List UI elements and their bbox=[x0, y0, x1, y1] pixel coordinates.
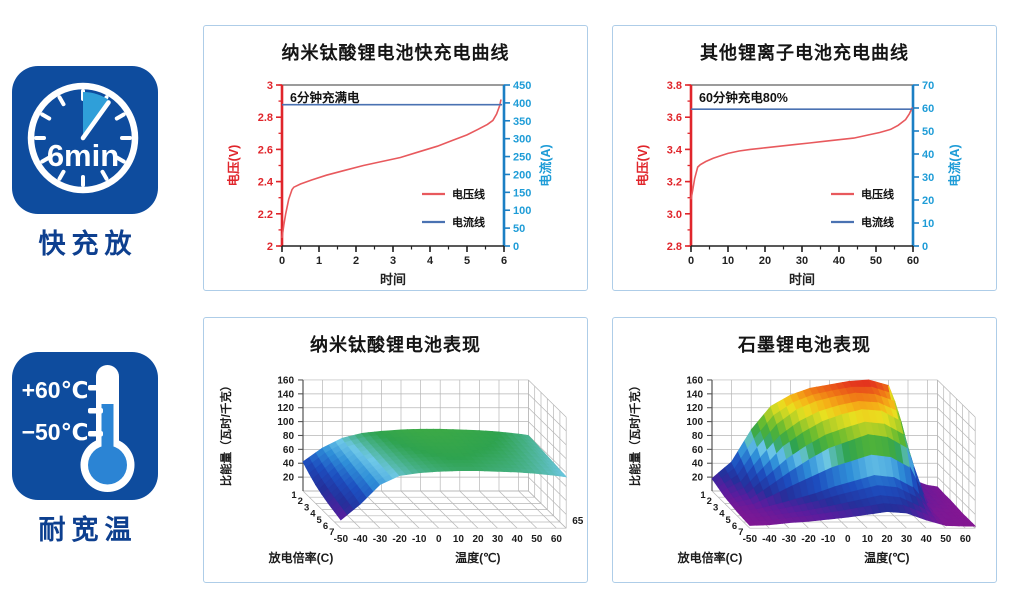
svg-text:300: 300 bbox=[513, 134, 531, 146]
svg-text:0: 0 bbox=[688, 255, 694, 267]
chart-title: 纳米钛酸锂电池表现 bbox=[310, 335, 481, 355]
svg-text:200: 200 bbox=[513, 169, 531, 181]
temp-high-text: +60℃ bbox=[22, 377, 89, 403]
svg-text:30: 30 bbox=[796, 255, 808, 267]
svg-text:6: 6 bbox=[501, 255, 507, 267]
svg-text:电压(V): 电压(V) bbox=[635, 145, 650, 187]
svg-text:20: 20 bbox=[759, 255, 771, 267]
chart-title: 其他锂离子电池充电曲线 bbox=[700, 43, 909, 63]
clock-hand bbox=[80, 100, 111, 141]
svg-text:2.6: 2.6 bbox=[258, 144, 273, 156]
svg-text:400: 400 bbox=[513, 98, 531, 110]
svg-text:6分钟充满电: 6分钟充满电 bbox=[290, 90, 360, 105]
surface-plot-canvas bbox=[613, 318, 996, 582]
wide-temp-badge: +60℃ −50℃ bbox=[12, 352, 158, 500]
svg-text:0: 0 bbox=[513, 241, 519, 253]
svg-text:时间: 时间 bbox=[380, 272, 406, 287]
temp-low-text: −50℃ bbox=[22, 419, 89, 445]
surface-chart-graphite bbox=[613, 318, 996, 582]
svg-text:2.8: 2.8 bbox=[258, 112, 273, 124]
svg-text:3: 3 bbox=[390, 255, 396, 267]
svg-text:1: 1 bbox=[316, 255, 322, 267]
svg-text:450: 450 bbox=[513, 80, 531, 92]
line-chart-other-li: 2.8 3.0 3.2 3.4 3.6 3.8 0 10 20 30 40 50 60 70 0 10 20 30… bbox=[613, 26, 996, 290]
chart-title: 石墨锂电池表现 bbox=[738, 335, 871, 355]
chart-panel-lto-performance: 纳米钛酸锂电池表现 bbox=[203, 317, 588, 583]
svg-text:电压(V): 电压(V) bbox=[226, 145, 241, 187]
svg-text:时间: 时间 bbox=[789, 272, 815, 287]
svg-text:150: 150 bbox=[513, 187, 531, 199]
clock-minutes-text: 6min bbox=[47, 138, 119, 173]
svg-text:50: 50 bbox=[870, 255, 882, 267]
svg-text:3.0: 3.0 bbox=[667, 209, 682, 221]
fast-charge-label: 快充放 bbox=[38, 229, 138, 259]
svg-text:电流线: 电流线 bbox=[861, 215, 894, 229]
svg-text:电压线: 电压线 bbox=[861, 187, 894, 201]
chart-title: 纳米钛酸锂电池快充电曲线 bbox=[281, 43, 510, 63]
svg-text:100: 100 bbox=[513, 205, 531, 217]
chart-panel-lto-charging: 2 2.2 2.4 2.6 2.8 3 0 50 100 150 200 250 300 350 400 45… bbox=[203, 25, 588, 291]
svg-text:10: 10 bbox=[922, 218, 934, 230]
line-chart-svg: 2.8 3.0 3.2 3.4 3.6 3.8 0 10 20 30 40 50 60 70 0 10 20 30… bbox=[635, 80, 962, 287]
svg-text:40: 40 bbox=[922, 149, 934, 161]
svg-text:50: 50 bbox=[922, 126, 934, 138]
svg-text:60: 60 bbox=[922, 103, 934, 115]
svg-text:3: 3 bbox=[267, 80, 273, 92]
svg-text:30: 30 bbox=[922, 172, 934, 184]
svg-text:电压线: 电压线 bbox=[452, 187, 485, 201]
svg-text:10: 10 bbox=[722, 255, 734, 267]
svg-text:40: 40 bbox=[833, 255, 845, 267]
svg-text:350: 350 bbox=[513, 116, 531, 128]
svg-text:2: 2 bbox=[267, 241, 273, 253]
svg-text:3.2: 3.2 bbox=[667, 177, 682, 189]
line-chart-svg: 22.22.42.62.8305010015020025030035040045… bbox=[226, 80, 553, 287]
svg-text:电流(A): 电流(A) bbox=[538, 144, 553, 186]
svg-text:70: 70 bbox=[922, 80, 934, 92]
svg-text:60分钟充电80%: 60分钟充电80% bbox=[699, 90, 788, 105]
chart-panel-graphite-performance: 石墨锂电池表现 bbox=[612, 317, 997, 583]
thermometer-icon bbox=[80, 365, 135, 492]
svg-text:2.4: 2.4 bbox=[258, 177, 274, 189]
svg-text:电流(A): 电流(A) bbox=[947, 144, 962, 186]
svg-text:0: 0 bbox=[279, 255, 285, 267]
fast-charge-badge: 6min bbox=[12, 66, 158, 214]
svg-text:2: 2 bbox=[353, 255, 359, 267]
svg-text:4: 4 bbox=[427, 255, 434, 267]
svg-text:3.4: 3.4 bbox=[667, 144, 683, 156]
surface-plot-canvas bbox=[204, 318, 587, 582]
svg-text:60: 60 bbox=[907, 255, 919, 267]
chart-panel-other-li-charging: 2.8 3.0 3.2 3.4 3.6 3.8 0 10 20 30 40 50 60 70 0 10 20 30… bbox=[612, 25, 997, 291]
svg-text:2.8: 2.8 bbox=[667, 241, 682, 253]
wide-temp-label: 耐宽温 bbox=[38, 515, 138, 545]
svg-text:2.2: 2.2 bbox=[258, 209, 273, 221]
svg-text:20: 20 bbox=[922, 195, 934, 207]
svg-text:0: 0 bbox=[922, 241, 928, 253]
svg-text:250: 250 bbox=[513, 152, 531, 164]
svg-text:5: 5 bbox=[464, 255, 470, 267]
svg-text:电流线: 电流线 bbox=[452, 215, 485, 229]
svg-text:50: 50 bbox=[513, 223, 525, 235]
svg-text:3.6: 3.6 bbox=[667, 112, 682, 124]
line-chart-lto: 2 2.2 2.4 2.6 2.8 3 0 50 100 150 200 250 300 350 400 45… bbox=[204, 26, 587, 290]
surface-chart-lto bbox=[204, 318, 587, 582]
svg-text:3.8: 3.8 bbox=[667, 80, 682, 92]
clock-icon: 6min bbox=[27, 82, 139, 194]
